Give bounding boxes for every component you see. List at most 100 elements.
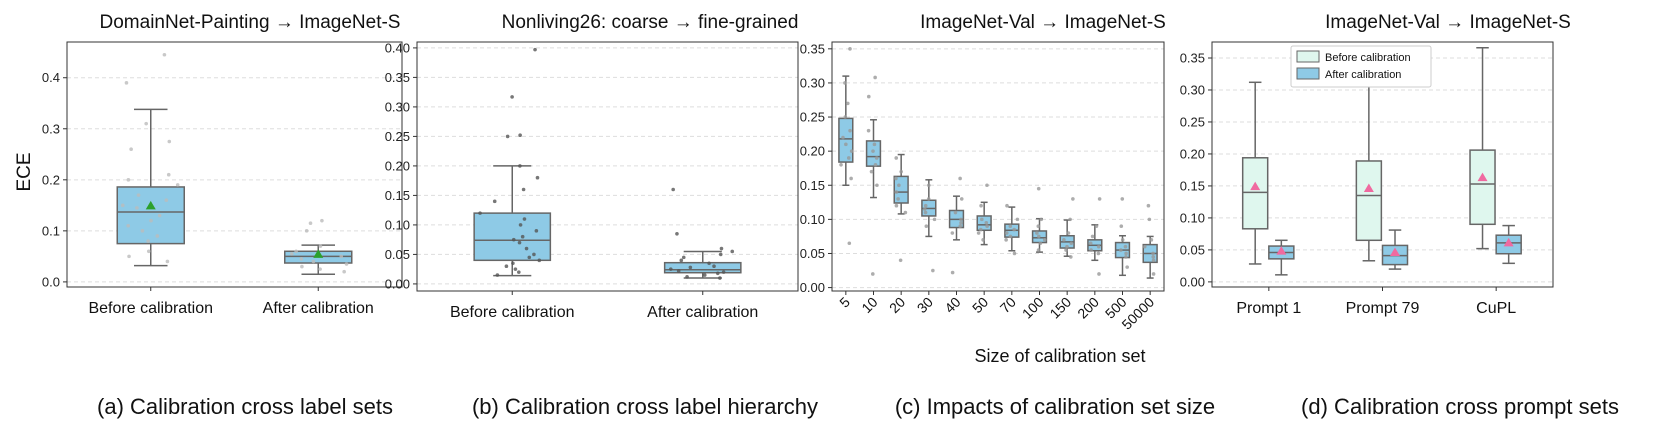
panel-c-title: ImageNet-Val → ImageNet-S — [920, 12, 1166, 33]
data-point — [959, 220, 963, 225]
data-point — [517, 270, 521, 274]
data-point — [527, 255, 532, 260]
data-point — [149, 218, 153, 223]
x-tick-label: Before calibration — [450, 304, 575, 321]
data-point — [953, 210, 958, 215]
data-point — [927, 183, 931, 188]
data-point — [976, 231, 981, 235]
y-tick-label: 0.15 — [1180, 178, 1205, 193]
data-point — [847, 241, 852, 246]
data-point — [707, 261, 711, 266]
data-point — [511, 261, 515, 266]
data-point — [311, 259, 316, 264]
data-point — [511, 237, 516, 242]
y-tick-label: 0.15 — [800, 178, 825, 193]
data-point — [537, 258, 542, 263]
y-tick-label: 0.05 — [1180, 242, 1205, 257]
data-point — [1151, 251, 1155, 256]
data-point — [712, 264, 716, 269]
axes-frame — [416, 41, 799, 292]
data-point — [894, 203, 899, 208]
box — [663, 261, 742, 274]
data-point — [162, 52, 167, 57]
box — [1241, 157, 1269, 230]
data-point — [1004, 238, 1008, 242]
data-point — [126, 223, 131, 228]
data-point — [300, 264, 304, 269]
y-tick-label: 0.20 — [1180, 146, 1205, 161]
data-point — [318, 267, 322, 271]
y-tick-label: 0.30 — [800, 75, 825, 90]
data-point — [932, 217, 937, 222]
box — [976, 215, 992, 232]
data-point — [1119, 248, 1123, 252]
x-tick-label: 50 — [969, 294, 991, 316]
mean-marker — [1276, 246, 1287, 255]
data-point — [299, 257, 304, 261]
data-point — [848, 47, 852, 51]
data-point — [342, 269, 346, 274]
x-tick-label: 10 — [858, 294, 880, 316]
data-point — [839, 162, 843, 167]
data-point — [1097, 197, 1102, 201]
y-tick-label: 0.10 — [385, 217, 410, 232]
data-point — [958, 224, 963, 228]
data-point — [676, 269, 681, 273]
data-point — [675, 231, 679, 236]
mean-marker — [313, 249, 324, 258]
data-point — [1125, 265, 1129, 269]
data-point — [1151, 255, 1156, 259]
y-tick-label: 0.25 — [1180, 114, 1205, 129]
data-point — [1038, 241, 1043, 246]
legend-swatch-after — [1296, 67, 1320, 80]
data-point — [1012, 251, 1017, 256]
data-point — [1151, 258, 1156, 263]
data-point — [521, 187, 526, 192]
y-tick-label: 0.00 — [385, 276, 410, 291]
data-point — [140, 229, 145, 233]
data-point — [721, 270, 726, 274]
data-point — [135, 206, 139, 210]
data-point — [1066, 231, 1071, 235]
data-point — [533, 47, 537, 52]
data-point — [1096, 244, 1101, 249]
mean-marker — [1503, 237, 1514, 247]
x-tick-label: Prompt 79 — [1346, 300, 1420, 317]
y-tick-label: 0.05 — [800, 246, 825, 261]
x-tick-label: 30 — [914, 294, 936, 316]
y-tick-label: 0.00 — [800, 280, 825, 295]
data-point — [1142, 244, 1147, 249]
data-point — [308, 221, 313, 225]
data-point — [1039, 217, 1044, 222]
y-tick-label: 0.35 — [800, 41, 825, 56]
data-point — [849, 149, 854, 153]
data-point — [1124, 251, 1128, 256]
box — [473, 212, 552, 262]
mean-marker — [1390, 247, 1401, 256]
data-point — [124, 81, 129, 85]
data-point — [1042, 238, 1047, 242]
data-point — [157, 213, 162, 218]
x-tick-label: 150 — [1046, 294, 1074, 322]
data-point — [1147, 217, 1152, 222]
caption-a: (a) Calibration cross label sets — [97, 394, 393, 419]
y-tick-label: 0.10 — [800, 212, 825, 227]
data-point — [294, 249, 298, 254]
data-point — [950, 231, 955, 235]
data-point — [959, 217, 963, 222]
data-point — [923, 203, 928, 208]
caption-c: (c) Impacts of calibration set size — [894, 394, 1216, 419]
data-point — [871, 149, 875, 153]
y-tick-label: 0.3 — [42, 121, 60, 136]
y-tick-label: 0.35 — [385, 70, 410, 85]
legend-frame — [1290, 45, 1432, 88]
mean-marker — [1250, 181, 1261, 191]
data-point — [980, 217, 984, 222]
data-point — [679, 258, 684, 263]
data-point — [505, 134, 510, 139]
data-point — [510, 95, 514, 99]
data-point — [1094, 224, 1099, 228]
data-point — [981, 238, 985, 242]
data-point — [1071, 197, 1075, 201]
data-point — [926, 197, 931, 201]
